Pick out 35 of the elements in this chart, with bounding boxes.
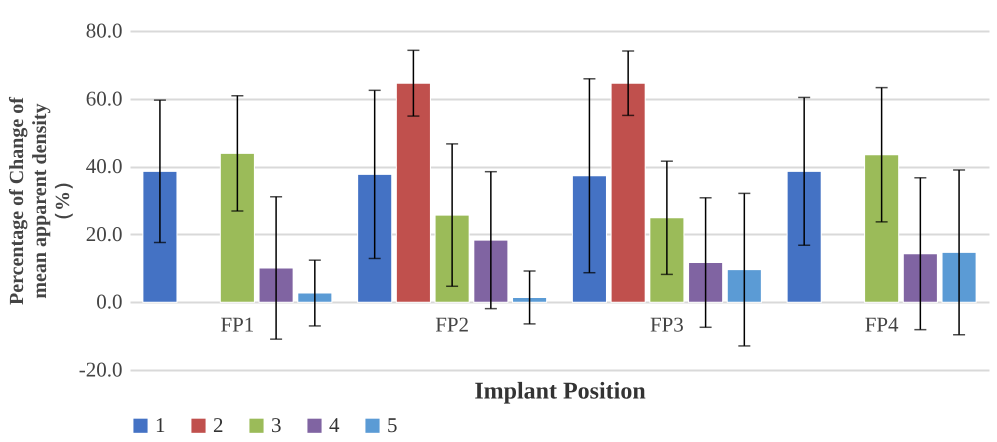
- x-tick-label: FP4: [864, 312, 900, 336]
- y-tick-label: 20.0: [86, 222, 122, 246]
- legend-label: 5: [387, 412, 398, 437]
- y-tick-label: 60.0: [86, 86, 122, 110]
- y-tick-label: 40.0: [86, 154, 122, 178]
- x-tick-label: FP3: [650, 312, 684, 336]
- bar: [726, 269, 762, 303]
- x-tick-label: FP2: [435, 312, 470, 336]
- y-tick-label: 80.0: [86, 18, 122, 42]
- bar: [786, 170, 822, 303]
- bar: [942, 252, 977, 303]
- y-axis-title: Percentage of Change of mean apparent density （%）: [6, 96, 74, 305]
- bar: [142, 170, 178, 303]
- bar: [434, 214, 470, 303]
- y-tick-label: 0.0: [96, 290, 122, 314]
- bar: [572, 175, 607, 303]
- bar: [473, 240, 508, 303]
- bar: [512, 296, 548, 303]
- bar: [396, 82, 431, 303]
- bar: [610, 82, 646, 303]
- bar: [649, 217, 684, 303]
- bar: [864, 154, 900, 303]
- legend-label: 1: [155, 412, 166, 437]
- y-tick-label: -20.0: [78, 358, 122, 382]
- legend-label: 4: [329, 412, 340, 437]
- bar: [220, 152, 255, 303]
- bar: [297, 292, 332, 303]
- bar: [357, 174, 392, 303]
- legend-label: 2: [213, 412, 224, 437]
- bar: [258, 267, 294, 303]
- legend-label: 3: [271, 412, 282, 437]
- bar: [688, 262, 724, 303]
- x-axis-title: Implant Position: [474, 378, 646, 404]
- bar: [902, 253, 938, 303]
- x-tick-label: FP1: [220, 312, 254, 336]
